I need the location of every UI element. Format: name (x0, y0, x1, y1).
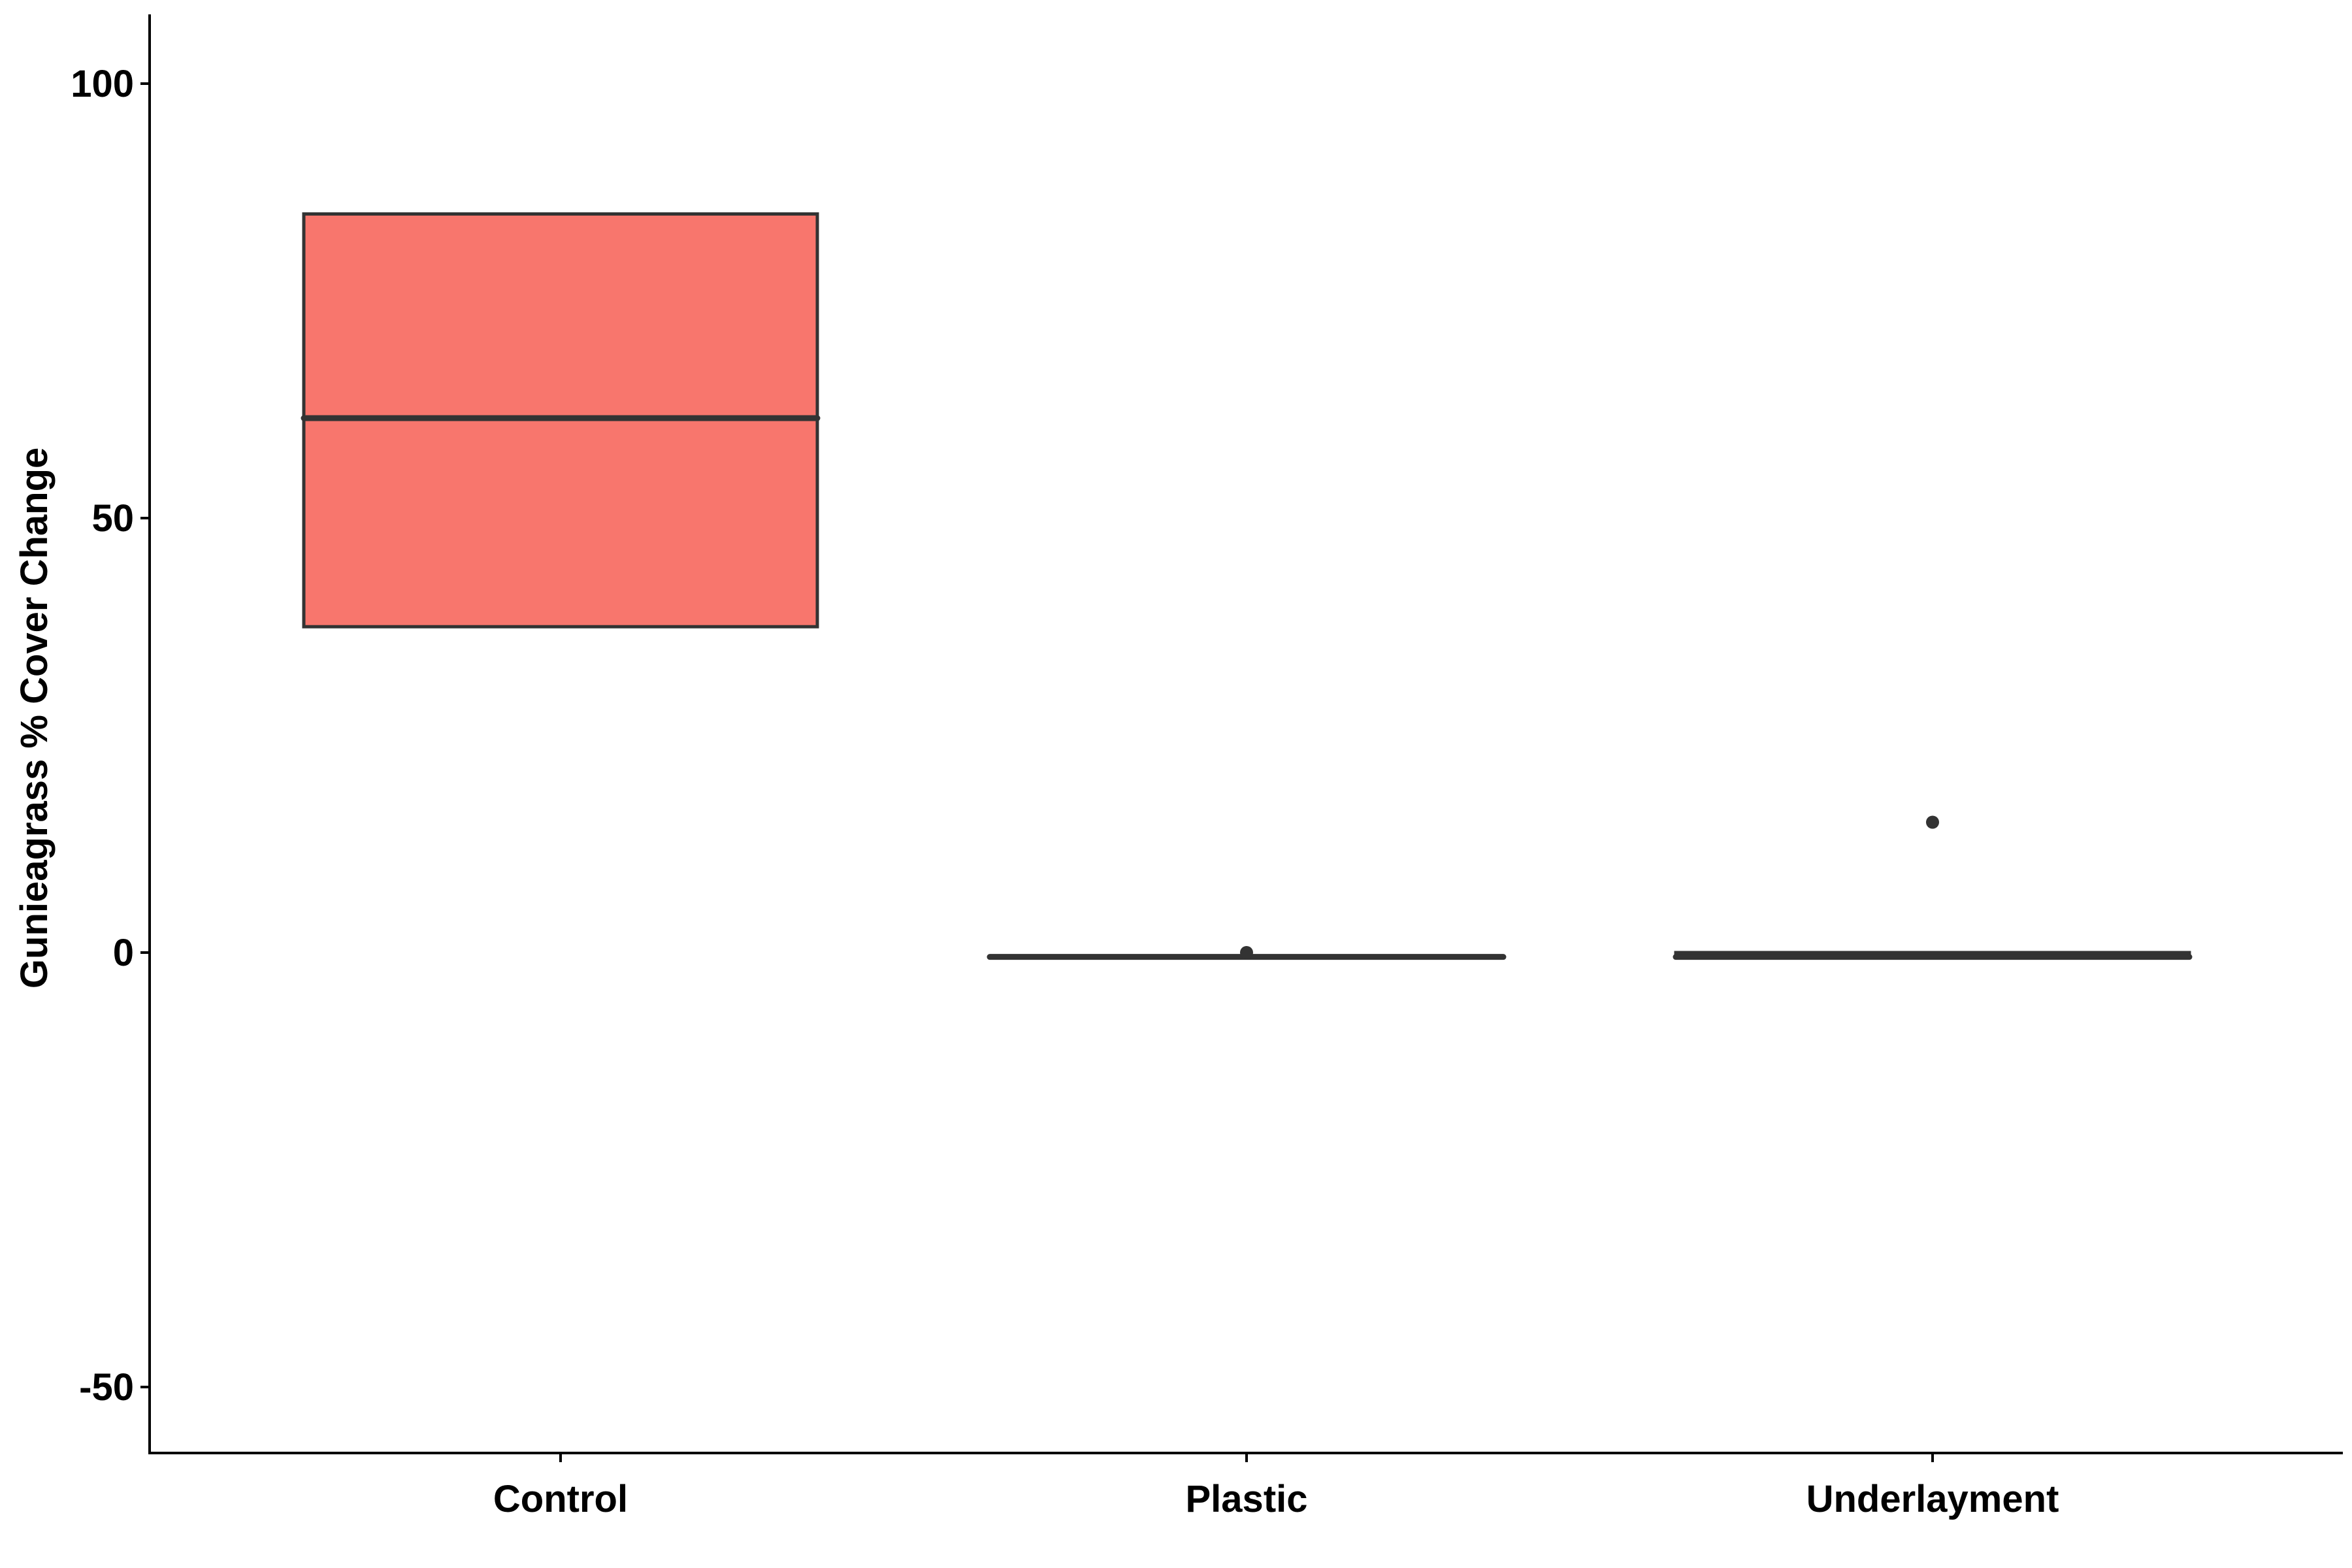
axes (140, 14, 2343, 1462)
outlier-plastic-1 (1240, 946, 1253, 959)
labels: Control Plastic Underlayment -50 0 50 100 Gunie… (13, 63, 2059, 1520)
y-tick-label-3: 100 (71, 63, 134, 105)
plot-marks (301, 212, 2193, 960)
y-tick-label-2: 50 (91, 497, 134, 540)
y-axis-title: Gunieagrass % Cover Change (13, 448, 56, 988)
outlier-underlayment-1 (1926, 815, 1939, 829)
y-tick-label-0: -50 (79, 1366, 134, 1409)
x-tick-label-underlayment: Underlayment (1806, 1478, 2059, 1520)
x-tick-label-plastic: Plastic (1186, 1478, 1308, 1520)
y-tick-label-1: 0 (113, 932, 134, 974)
x-tick-label-control: Control (493, 1478, 628, 1520)
